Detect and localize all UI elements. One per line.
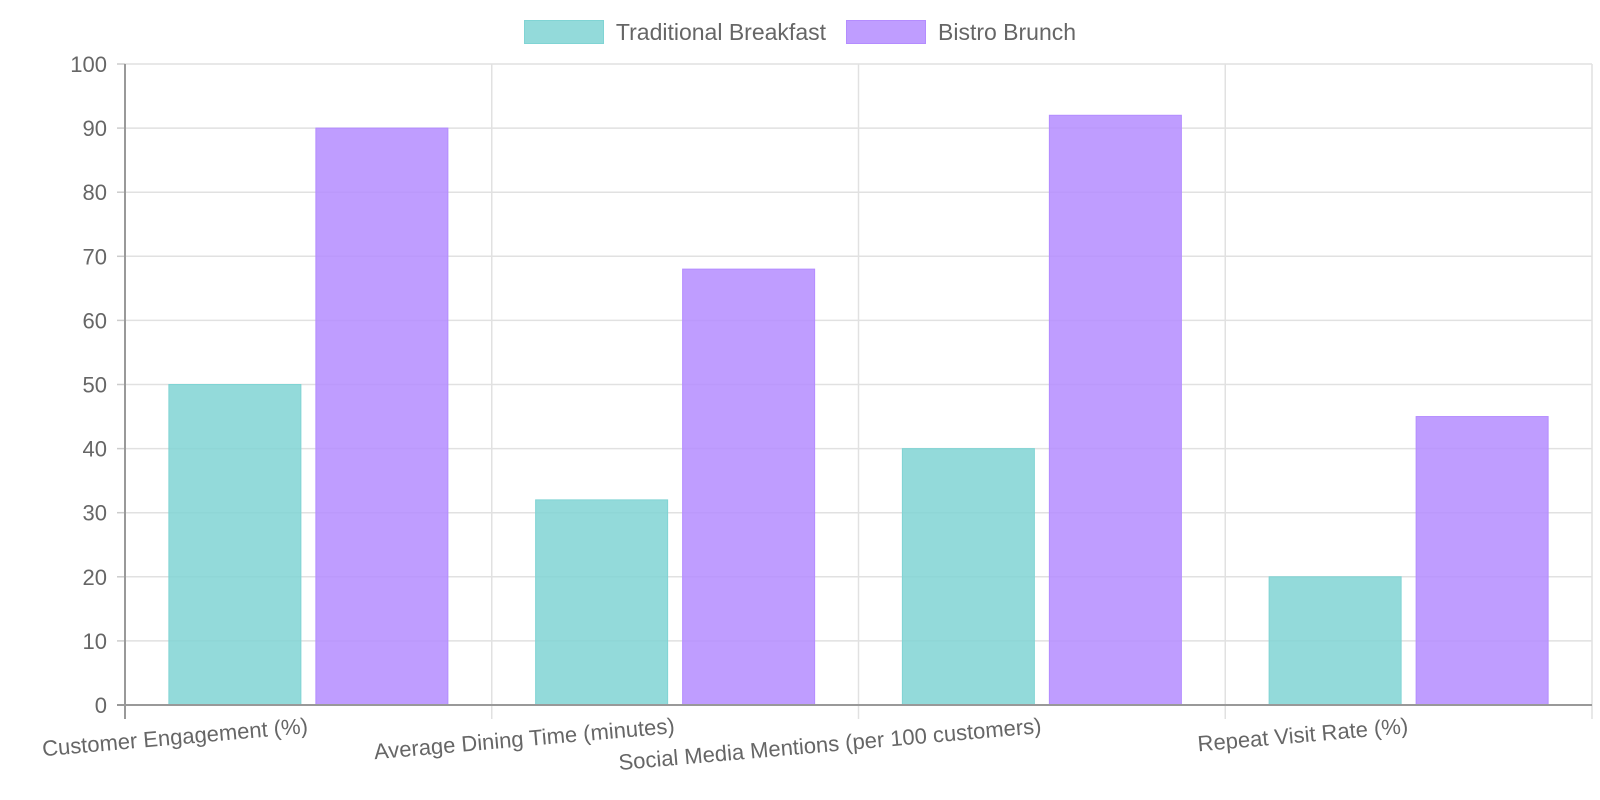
y-tick-label: 80 — [83, 180, 107, 205]
bar-bistro-brunch-3[interactable] — [1415, 416, 1549, 706]
bar-bistro-brunch-0[interactable] — [315, 127, 449, 706]
y-tick-label: 60 — [83, 308, 107, 333]
y-tick-label: 100 — [70, 52, 107, 77]
legend-label-traditional-breakfast: Traditional Breakfast — [615, 18, 826, 45]
legend-swatch-traditional-breakfast — [523, 20, 604, 44]
legend-item-bistro-brunch[interactable]: Bistro Brunch — [846, 19, 1076, 46]
x-tick-label: Social Media Mentions (per 100 customers… — [617, 713, 1042, 775]
bar-traditional-breakfast-2[interactable] — [901, 448, 1035, 706]
y-tick-label: 40 — [83, 437, 107, 462]
legend: Traditional Breakfast Bistro Brunch — [0, 17, 1600, 47]
bar-traditional-breakfast-0[interactable] — [168, 384, 302, 706]
bar-traditional-breakfast-1[interactable] — [535, 499, 669, 706]
legend-label-bistro-brunch: Bistro Brunch — [938, 18, 1077, 45]
bars — [168, 114, 1549, 706]
y-tick-label: 0 — [95, 693, 107, 718]
bar-bistro-brunch-1[interactable] — [682, 268, 816, 706]
y-tick-label: 30 — [83, 501, 107, 526]
y-tick-label: 90 — [83, 116, 107, 141]
x-tick-label: Customer Engagement (%) — [41, 713, 309, 761]
y-tick-label: 70 — [83, 244, 107, 269]
y-tick-label: 50 — [83, 373, 107, 398]
legend-item-traditional-breakfast[interactable]: Traditional Breakfast — [523, 18, 826, 46]
legend-swatch-bistro-brunch — [846, 20, 926, 44]
y-tick-label: 10 — [83, 629, 107, 654]
axes — [117, 63, 1592, 719]
bar-bistro-brunch-2[interactable] — [1048, 114, 1182, 706]
bar-traditional-breakfast-3[interactable] — [1268, 576, 1402, 706]
x-tick-label: Repeat Visit Rate (%) — [1197, 713, 1410, 756]
y-tick-label: 20 — [83, 565, 107, 590]
